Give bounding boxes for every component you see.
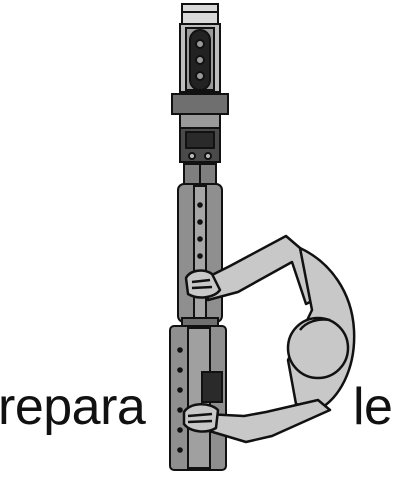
tool-collar [171,93,229,187]
tool-lower-handle [169,317,227,471]
tool-upper-handle [177,183,223,323]
saw-chain [189,29,211,91]
person-figure [182,234,356,444]
logo-text-right: le [353,378,393,436]
lower-hand [182,403,220,433]
head [286,316,350,380]
logo-text-left: repara [0,378,146,436]
upper-hand [184,269,222,299]
